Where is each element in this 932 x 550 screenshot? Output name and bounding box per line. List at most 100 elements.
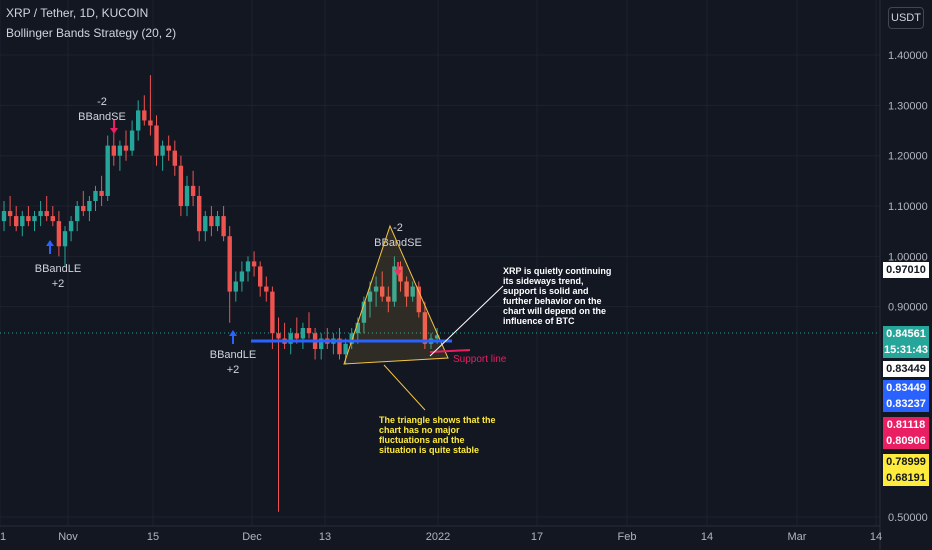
candle[interactable] <box>294 317 299 344</box>
candle[interactable] <box>7 195 13 227</box>
x-tick-label: Nov <box>58 531 78 543</box>
y-tick-label: 1.20000 <box>888 151 928 163</box>
candle[interactable] <box>81 190 86 217</box>
candle[interactable] <box>44 195 49 222</box>
chart-grid <box>0 0 880 526</box>
y-tick-label: 0.50000 <box>888 512 928 524</box>
y-tick-label: 1.30000 <box>888 100 928 112</box>
candle[interactable] <box>416 281 421 318</box>
candle[interactable] <box>300 322 306 349</box>
candle[interactable] <box>227 226 232 323</box>
signal-label: BBandLE <box>210 349 256 361</box>
candle[interactable] <box>111 130 116 166</box>
candle[interactable] <box>136 100 141 141</box>
candle[interactable] <box>270 286 275 349</box>
candle[interactable] <box>166 135 171 161</box>
candle[interactable] <box>251 251 257 277</box>
candle[interactable] <box>319 333 324 360</box>
x-tick-label: 14 <box>701 531 713 543</box>
sideways-annotation[interactable]: XRP is quietly continuing its sideways t… <box>503 266 612 326</box>
candle[interactable] <box>160 140 165 171</box>
candlestick-series <box>1 75 440 512</box>
candle[interactable] <box>337 328 342 360</box>
candle[interactable] <box>239 261 245 292</box>
candle[interactable] <box>1 200 7 232</box>
candle[interactable] <box>331 333 336 355</box>
candle[interactable] <box>99 175 104 207</box>
price-tag: 0.84561 <box>883 326 929 342</box>
candle[interactable] <box>14 206 19 232</box>
signal-value: -2 <box>393 222 403 234</box>
candle[interactable] <box>306 312 312 339</box>
note2-pointer <box>383 364 426 411</box>
candle[interactable] <box>87 195 92 222</box>
candle[interactable] <box>20 211 25 237</box>
currency-button[interactable]: USDT <box>888 7 924 29</box>
candle[interactable] <box>373 276 379 307</box>
signal-label: BBandLE <box>35 263 81 275</box>
price-tag: 0.83449 <box>883 361 929 377</box>
candle[interactable] <box>93 185 98 212</box>
candle[interactable] <box>258 261 263 297</box>
candle[interactable] <box>62 226 68 267</box>
candle[interactable] <box>233 271 238 302</box>
candle[interactable] <box>209 206 214 237</box>
triangle-annotation[interactable]: The triangle shows that the chart has no… <box>379 415 496 455</box>
candle[interactable] <box>68 216 74 242</box>
candle[interactable] <box>380 271 385 302</box>
y-tick-label: 1.10000 <box>888 201 928 213</box>
candle[interactable] <box>215 211 220 232</box>
candle[interactable] <box>190 170 196 207</box>
candle[interactable] <box>325 328 330 349</box>
candle[interactable] <box>245 256 251 282</box>
price-axis: 1.40000 1.30000 1.20000 1.10000 1.00000 0.900… <box>888 50 928 524</box>
candle[interactable] <box>32 211 37 232</box>
candle[interactable] <box>105 135 110 201</box>
candle[interactable] <box>392 256 397 307</box>
price-tag: 0.97010 <box>883 262 929 278</box>
candle[interactable] <box>26 206 31 227</box>
price-tag: 0.78999 <box>883 454 929 470</box>
symbol-title[interactable]: XRP / Tether, 1D, KUCOIN <box>6 6 149 20</box>
price-tag: 0.83237 <box>883 396 929 412</box>
candle[interactable] <box>154 115 159 166</box>
candle[interactable] <box>178 155 184 217</box>
indicator-title[interactable]: Bollinger Bands Strategy (20, 2) <box>6 26 177 40</box>
x-tick-label: 14 <box>870 531 882 543</box>
candle[interactable] <box>276 317 281 512</box>
candle[interactable] <box>38 200 43 227</box>
candle[interactable] <box>203 211 208 242</box>
candle[interactable] <box>50 206 55 227</box>
arrow-down-icon <box>394 262 402 276</box>
support-line-label[interactable]: Support line <box>453 354 507 365</box>
x-tick-label: 15 <box>147 531 159 543</box>
candle[interactable] <box>221 206 226 242</box>
candle[interactable] <box>349 328 354 349</box>
candle[interactable] <box>184 175 190 217</box>
x-tick-label: 21 <box>0 531 6 543</box>
x-tick-label: 13 <box>319 531 331 543</box>
candle[interactable] <box>197 185 202 242</box>
candle[interactable] <box>123 130 129 161</box>
candle[interactable] <box>75 200 80 232</box>
candle[interactable] <box>129 120 135 156</box>
x-tick-label: Dec <box>242 531 262 543</box>
candle[interactable] <box>148 75 153 136</box>
candle[interactable] <box>282 322 287 349</box>
y-tick-label: 1.00000 <box>888 251 928 263</box>
time-axis: 21 Nov 15 Dec 13 2022 17 Feb 14 Mar 14 <box>0 531 882 543</box>
candle[interactable] <box>172 140 177 176</box>
candle[interactable] <box>404 276 409 307</box>
candle[interactable] <box>386 286 391 313</box>
candle[interactable] <box>56 211 62 257</box>
candle[interactable] <box>142 95 147 126</box>
candle[interactable] <box>410 281 415 302</box>
candle[interactable] <box>398 261 403 292</box>
price-tag: 15:31:43 <box>883 342 929 358</box>
candle[interactable] <box>264 276 269 302</box>
price-tag: 0.80906 <box>883 433 929 449</box>
signal-value: +2 <box>227 364 240 376</box>
candle[interactable] <box>117 140 123 171</box>
